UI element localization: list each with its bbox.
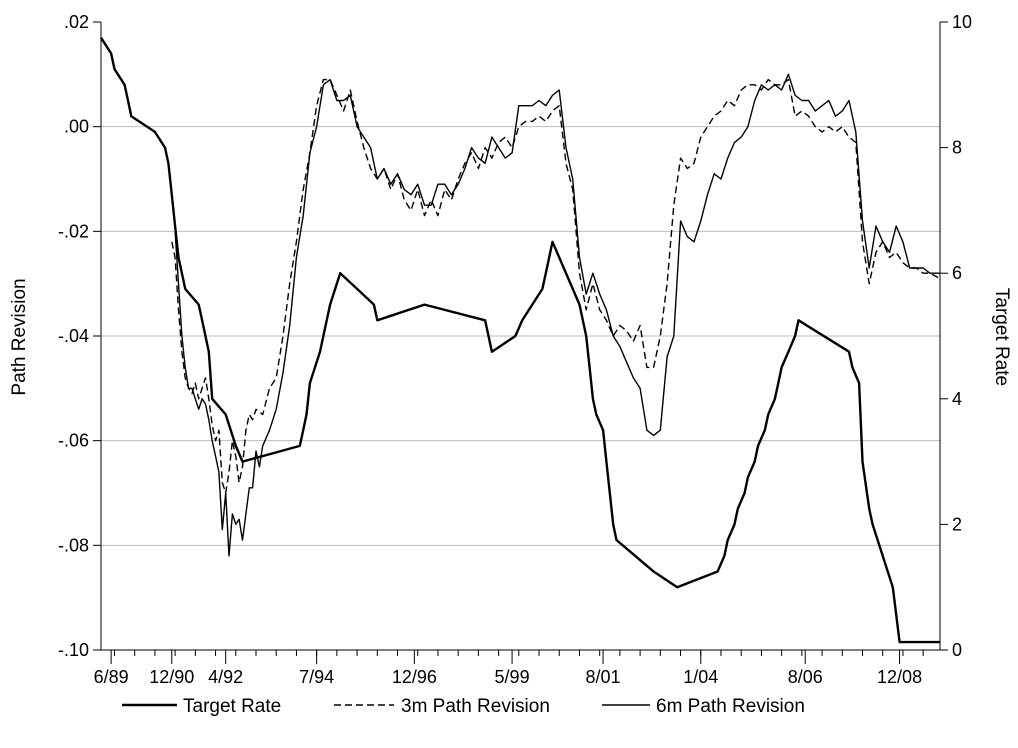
y-axis-title: Path Revision xyxy=(9,278,30,395)
y2-tick-label: 8 xyxy=(952,138,962,158)
y-tick-label: -.08 xyxy=(58,535,89,555)
y2-tick-label: 10 xyxy=(952,12,972,32)
series-line-2 xyxy=(174,73,940,557)
y-tick-label: .02 xyxy=(64,12,89,32)
tick-labels: .02 .00 -.02 -.04 -.06 -.08 -.10 10 8 6 4 2 0 6/89 12/… xyxy=(58,12,972,687)
legend-label-0: Target Rate xyxy=(183,696,281,717)
x-tick-label: 5/99 xyxy=(495,667,530,687)
series-line-1 xyxy=(171,78,941,494)
axes xyxy=(93,21,948,664)
x-tick-label: 6/89 xyxy=(94,667,129,687)
x-tick-label: 8/06 xyxy=(788,667,823,687)
series-layer xyxy=(99,37,941,644)
y-tick-label: -.06 xyxy=(58,431,89,451)
series-line-0 xyxy=(99,37,940,644)
gridlines xyxy=(101,126,940,546)
y2-tick-label: 4 xyxy=(952,389,962,409)
x-tick-label: 8/01 xyxy=(586,667,621,687)
x-tick-label: 7/94 xyxy=(299,667,334,687)
legend-label-1: 3m Path Revision xyxy=(401,696,550,717)
legend: Target Rate 3m Path Revision 6m Path Revis… xyxy=(122,696,805,717)
y-tick-label: .00 xyxy=(64,117,89,137)
y-tick-label: -.02 xyxy=(58,221,89,241)
y-tick-label: -.04 xyxy=(58,326,89,346)
x-tick-label: 12/90 xyxy=(149,667,194,687)
legend-label-2: 6m Path Revision xyxy=(656,696,805,717)
y2-tick-label: 2 xyxy=(952,514,962,534)
y-tick-label: -.10 xyxy=(58,640,89,660)
x-tick-label: 12/08 xyxy=(877,667,922,687)
x-tick-label: 12/96 xyxy=(392,667,437,687)
x-tick-label: 4/92 xyxy=(208,667,243,687)
y2-axis-title: Target Rate xyxy=(991,288,1012,386)
y2-tick-label: 6 xyxy=(952,263,962,283)
x-tick-label: 1/04 xyxy=(683,667,718,687)
y2-tick-label: 0 xyxy=(952,640,962,660)
